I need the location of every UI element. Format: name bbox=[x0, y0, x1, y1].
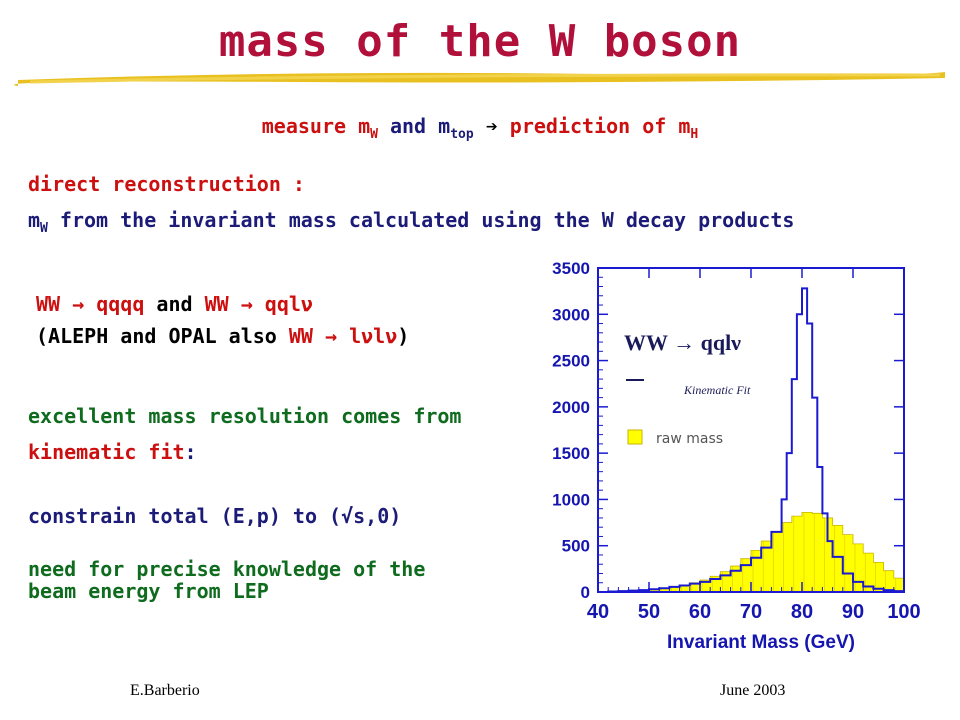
x-tick-label: 100 bbox=[887, 601, 920, 623]
footer-date: June 2003 bbox=[720, 682, 786, 699]
description-text: from the invariant mass calculated using… bbox=[47, 208, 795, 232]
plot-frame bbox=[597, 267, 905, 593]
channels-line-1: WW → qqqq and WW → qqlν bbox=[36, 292, 313, 316]
colon: : bbox=[184, 440, 197, 464]
channels-line-2: (ALEPH and OPAL also WW → lνlν) bbox=[36, 324, 409, 348]
legend-raw-label: raw mass bbox=[656, 431, 723, 447]
slide-title: mass of the W boson bbox=[218, 16, 742, 67]
paren-close: ) bbox=[397, 324, 410, 348]
x-axis-label: Invariant Mass (GeV) bbox=[667, 632, 855, 653]
legend-process-label: WW → qqlν bbox=[624, 330, 741, 355]
footer-author: E.Barberio bbox=[130, 682, 200, 699]
subscript-h: H bbox=[690, 127, 699, 142]
and-text: and bbox=[144, 292, 205, 316]
beam-line-1: need for precise knowledge of the bbox=[28, 557, 426, 581]
x-tick-label: 90 bbox=[842, 601, 864, 623]
subscript-top: top bbox=[450, 127, 474, 142]
channel-qqlv: WW → qqlν bbox=[204, 292, 313, 316]
beam-line-2: beam energy from LEP bbox=[28, 579, 269, 603]
x-tick-label: 80 bbox=[791, 601, 813, 623]
channel-lvlv: WW → lνlν bbox=[288, 324, 398, 348]
beam-energy-text: need for precise knowledge of the beam e… bbox=[28, 558, 425, 602]
y-tick-label: 2500 bbox=[552, 352, 590, 371]
y-tick-label: 1000 bbox=[552, 490, 590, 509]
legend-kinematic-label: Kinematic Fit bbox=[683, 383, 751, 397]
x-tick-label: 50 bbox=[638, 601, 660, 623]
aleph-opal-text: (ALEPH and OPAL also bbox=[36, 324, 289, 348]
direct-reconstruction-description: mW from the invariant mass calculated us… bbox=[28, 208, 794, 236]
subtitle: measure mW and mtop ➔ prediction of mH bbox=[0, 114, 960, 142]
x-tick-label: 40 bbox=[587, 601, 609, 623]
invariant-mass-chart: 0 500 1000 1500 2000 2500 3000 3500 40 50 60 70 80 90… bbox=[552, 259, 921, 653]
x-tick-label: 70 bbox=[740, 601, 762, 623]
y-tick-label: 3000 bbox=[552, 305, 590, 324]
direct-reconstruction-heading: direct reconstruction : bbox=[28, 172, 305, 196]
legend-raw-swatch bbox=[627, 429, 643, 445]
resolution-line-1: excellent mass resolution comes from bbox=[28, 404, 462, 428]
y-tick-label: 3500 bbox=[552, 259, 590, 278]
constraint-line: constrain total (E,p) to (√s,0) bbox=[28, 504, 402, 528]
subtitle-prediction: prediction of m bbox=[509, 114, 691, 138]
y-tick-label: 2000 bbox=[552, 398, 590, 417]
x-tick-label: 60 bbox=[689, 601, 711, 623]
y-tick-label: 1500 bbox=[552, 444, 590, 463]
raw-mass-histogram bbox=[598, 511, 905, 593]
resolution-line-2: kinematic fit: bbox=[28, 440, 197, 464]
y-tick-label: 0 bbox=[581, 583, 590, 602]
channel-qqqq: WW → qqqq bbox=[36, 292, 145, 316]
arrow-icon: ➔ bbox=[473, 114, 510, 138]
subtitle-and: and m bbox=[377, 114, 451, 138]
subscript-w: W bbox=[370, 127, 378, 142]
subscript-w: W bbox=[40, 221, 48, 236]
m-symbol: m bbox=[28, 208, 41, 232]
subtitle-measure: measure m bbox=[261, 114, 371, 138]
y-tick-label: 500 bbox=[562, 537, 590, 556]
title-underline-stroke bbox=[13, 72, 945, 86]
kinematic-fit-text: kinematic fit bbox=[28, 440, 185, 464]
